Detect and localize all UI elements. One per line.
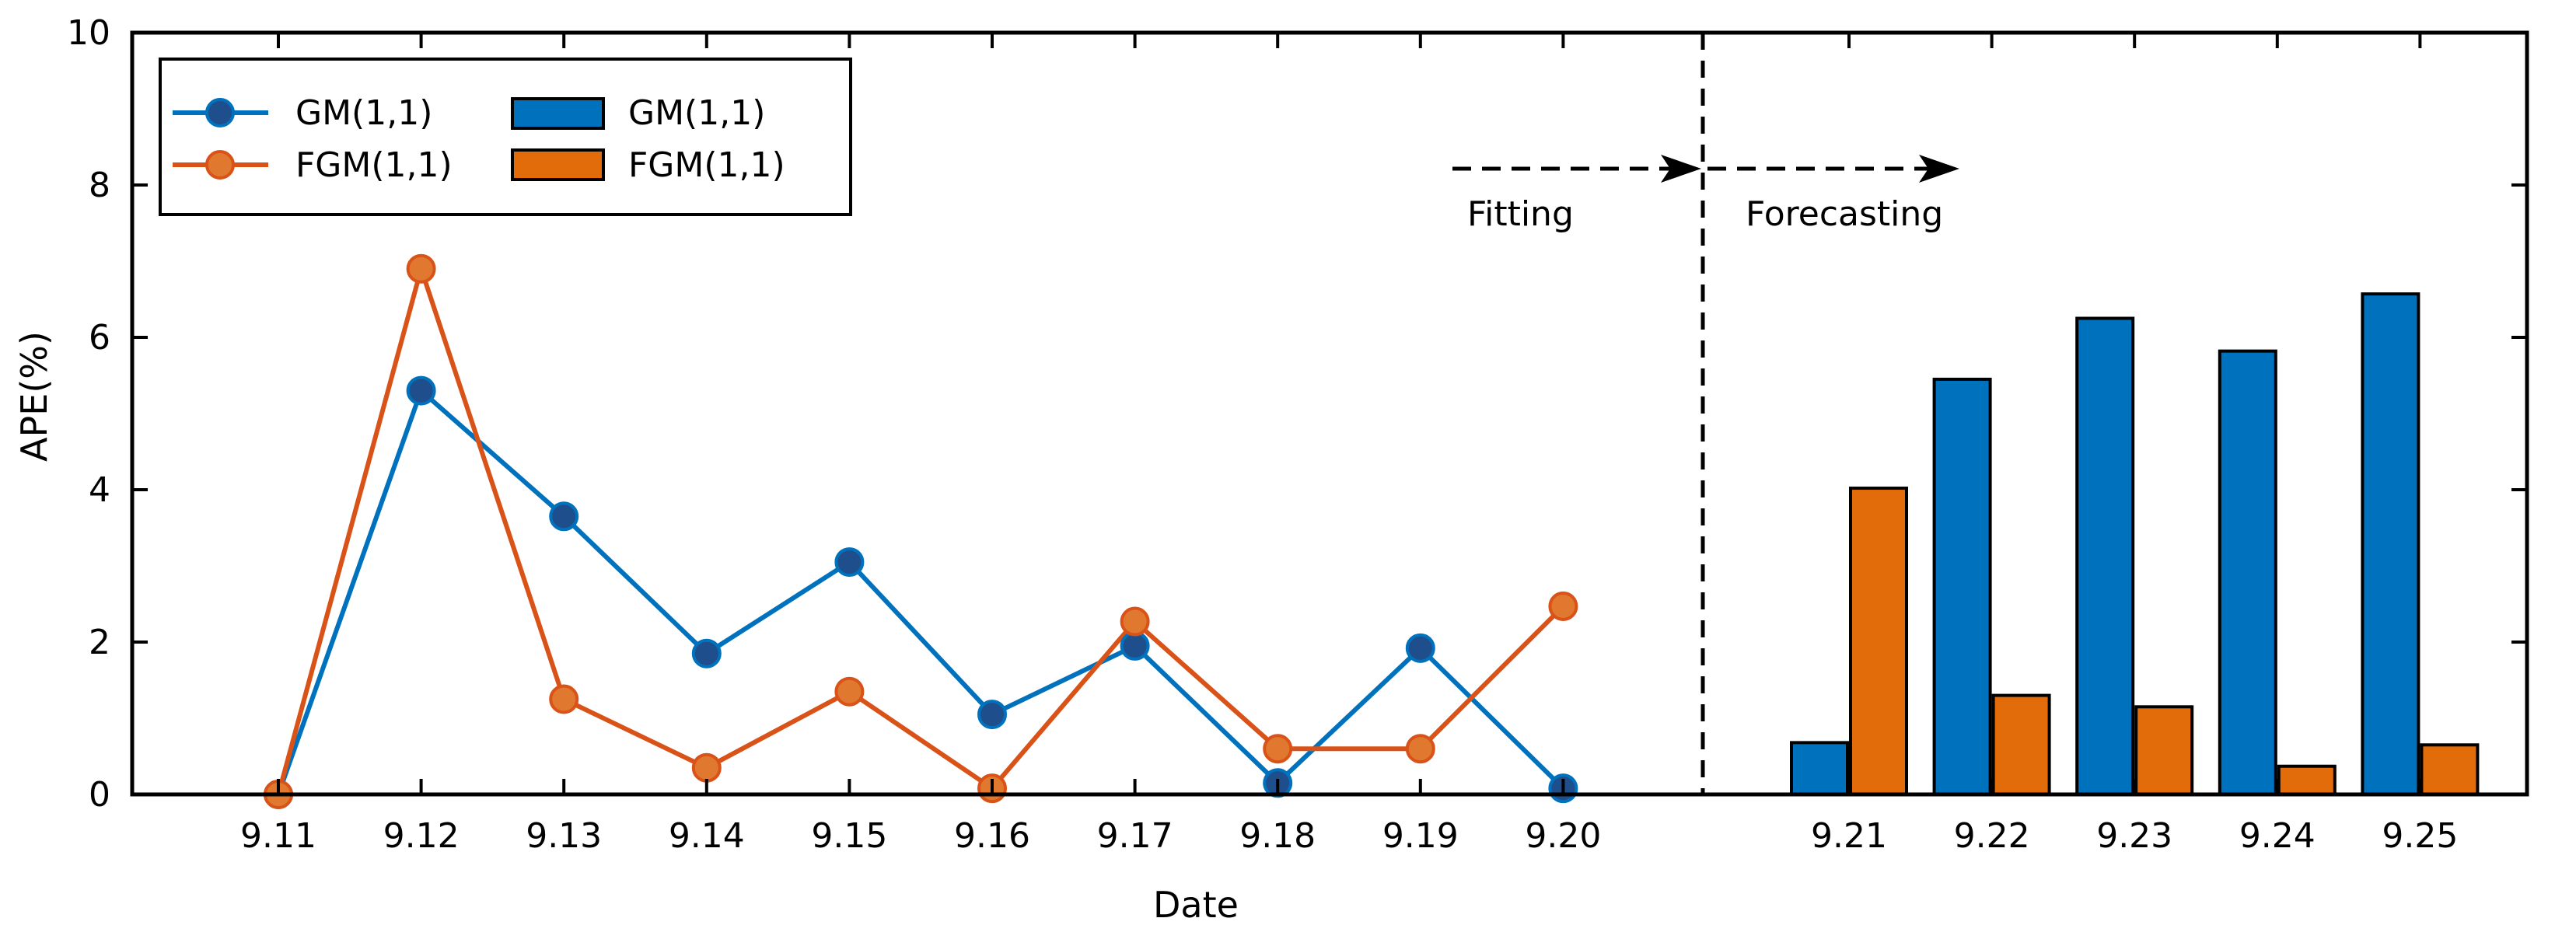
point-gm-9.17 xyxy=(1120,630,1150,661)
point-fgm-9.18 xyxy=(1263,734,1293,764)
x-tick-label-9.22: 9.22 xyxy=(1954,816,2030,856)
y-tick-label-0: 0 xyxy=(89,775,110,815)
bar-fgm-9.22 xyxy=(1991,693,2051,796)
fitting-arrow-head xyxy=(1661,155,1701,183)
fitting-arrow xyxy=(1452,155,1701,183)
legend-label-bar-fgm: FGM(1,1) xyxy=(628,145,785,185)
axis-layer: 0 2 4 6 8 10 9.11 9.12 9.13 9.14 9.15 9.16 9.17 9.18 9… xyxy=(67,13,2529,856)
x-tick-label-9.21: 9.21 xyxy=(1811,816,1887,856)
bar-fgm-9.25 xyxy=(2420,743,2480,796)
plot-layer xyxy=(264,253,2480,809)
x-tick-label-9.25: 9.25 xyxy=(2382,816,2458,856)
y-tick-label-8: 8 xyxy=(89,166,110,205)
y-axis-title: APE(%) xyxy=(13,331,55,462)
point-fgm-9.12 xyxy=(406,253,436,284)
x-tick-label-9.12: 9.12 xyxy=(383,816,460,856)
legend-marker-gm xyxy=(205,98,235,127)
legend-label-line-gm: GM(1,1) xyxy=(295,93,432,133)
point-gm-9.15 xyxy=(834,547,865,578)
legend-marker-fgm xyxy=(205,150,235,180)
point-gm-9.12 xyxy=(406,375,436,406)
y-tick-label-6: 6 xyxy=(89,318,110,358)
line-fgm xyxy=(276,266,1565,795)
bar-gm-9.25 xyxy=(2361,292,2420,796)
point-gm-9.14 xyxy=(691,638,722,668)
point-gm-9.16 xyxy=(977,700,1007,730)
bar-fgm-9.21 xyxy=(1849,487,1908,796)
fitting-label: Fitting xyxy=(1467,194,1574,234)
legend-label-line-fgm: FGM(1,1) xyxy=(295,145,453,185)
x-tick-label-9.15: 9.15 xyxy=(811,816,887,856)
y-tick-label-4: 4 xyxy=(89,470,110,510)
x-tick-label-9.14: 9.14 xyxy=(669,816,745,856)
point-gm-9.13 xyxy=(549,501,579,532)
legend-swatch-bar-fgm xyxy=(511,148,605,181)
bar-fgm-9.24 xyxy=(2277,764,2337,796)
point-fgm-9.20 xyxy=(1548,591,1578,621)
x-tick-label-9.13: 9.13 xyxy=(526,816,602,856)
point-fgm-9.14 xyxy=(691,752,722,783)
bar-gm-9.22 xyxy=(1932,377,1992,796)
point-fgm-9.17 xyxy=(1120,606,1150,637)
forecasting-label: Forecasting xyxy=(1746,194,1943,234)
x-tick-label-9.16: 9.16 xyxy=(954,816,1030,856)
x-tick-label-9.11: 9.11 xyxy=(240,816,316,856)
line-gm xyxy=(276,388,1565,795)
bar-fgm-9.23 xyxy=(2134,705,2194,796)
x-tick-label-9.17: 9.17 xyxy=(1097,816,1173,856)
y-tick-label-2: 2 xyxy=(89,623,110,662)
bar-gm-9.21 xyxy=(1790,741,1849,796)
y-tick-label-10: 10 xyxy=(67,13,110,53)
point-fgm-9.13 xyxy=(549,684,579,714)
legend-swatch-bar-gm xyxy=(511,97,605,130)
x-tick-label-9.24: 9.24 xyxy=(2239,816,2316,856)
legend: GM(1,1) FGM(1,1) GM(1,1) FGM(1,1) xyxy=(159,58,852,216)
point-fgm-9.19 xyxy=(1405,734,1435,764)
legend-label-bar-gm: GM(1,1) xyxy=(628,93,765,133)
point-fgm-9.15 xyxy=(834,676,865,707)
x-tick-label-9.23: 9.23 xyxy=(2096,816,2172,856)
legend-box xyxy=(159,58,852,216)
forecasting-arrow xyxy=(1707,155,1959,183)
bar-gm-9.24 xyxy=(2218,349,2277,796)
forecasting-arrow-head xyxy=(1919,155,1959,183)
x-tick-label-9.20: 9.20 xyxy=(1525,816,1601,856)
x-axis-title: Date xyxy=(1153,884,1239,926)
plot-frame xyxy=(130,30,2529,797)
point-gm-9.19 xyxy=(1405,633,1435,663)
x-tick-label-9.18: 9.18 xyxy=(1239,816,1316,856)
bar-gm-9.23 xyxy=(2075,316,2135,796)
x-tick-label-9.19: 9.19 xyxy=(1382,816,1459,856)
